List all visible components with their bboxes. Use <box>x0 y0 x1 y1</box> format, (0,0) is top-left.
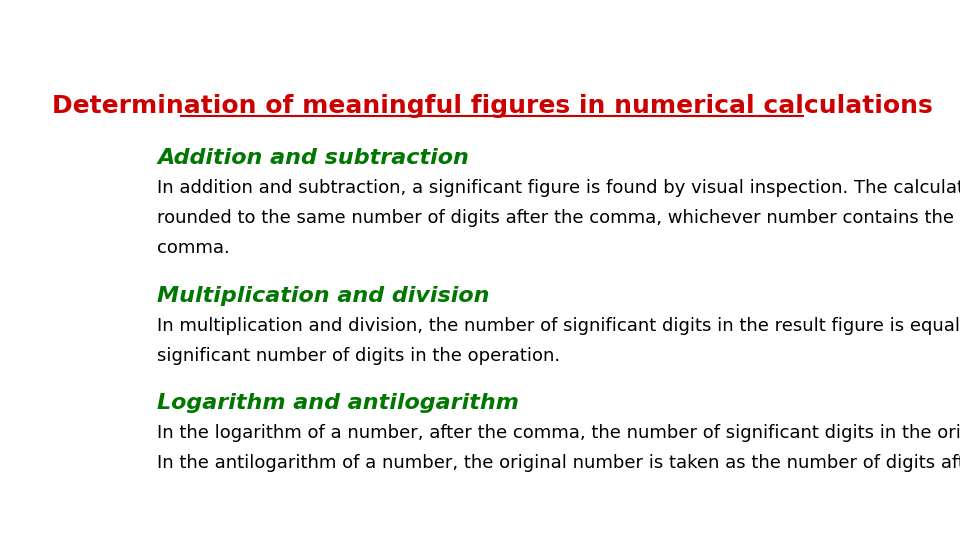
Text: In addition and subtraction, a significant figure is found by visual inspection.: In addition and subtraction, a significa… <box>157 179 960 197</box>
Text: In the antilogarithm of a number, the original number is taken as the number of : In the antilogarithm of a number, the or… <box>157 454 960 472</box>
Text: Logarithm and antilogarithm: Logarithm and antilogarithm <box>157 393 519 413</box>
Text: rounded to the same number of digits after the comma, whichever number contains : rounded to the same number of digits aft… <box>157 209 960 227</box>
Text: In multiplication and division, the number of significant digits in the result f: In multiplication and division, the numb… <box>157 317 960 335</box>
Text: Determination of meaningful figures in numerical calculations: Determination of meaningful figures in n… <box>52 94 932 118</box>
Text: In the logarithm of a number, after the comma, the number of significant digits : In the logarithm of a number, after the … <box>157 424 960 442</box>
Text: comma.: comma. <box>157 239 230 257</box>
Text: significant number of digits in the operation.: significant number of digits in the oper… <box>157 347 561 364</box>
Text: Multiplication and division: Multiplication and division <box>157 286 490 306</box>
Text: Addition and subtraction: Addition and subtraction <box>157 148 469 168</box>
